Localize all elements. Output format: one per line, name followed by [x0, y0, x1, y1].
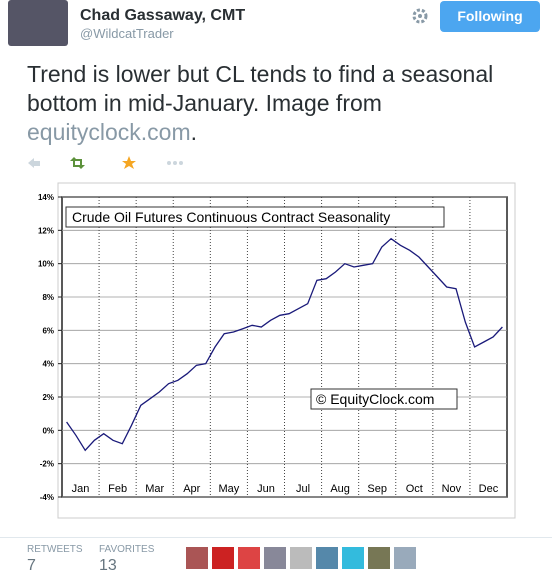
x-tick-label: Nov	[442, 483, 462, 495]
y-tick-label: -4%	[40, 493, 54, 502]
y-tick-label: 0%	[42, 426, 54, 435]
user-name[interactable]: Chad Gassaway, CMT	[80, 7, 246, 24]
y-tick-label: -2%	[40, 460, 54, 469]
avatar[interactable]	[342, 547, 364, 569]
favorite-icon[interactable]	[122, 156, 136, 169]
retweet-icon[interactable]	[70, 157, 85, 169]
x-tick-label: Jan	[72, 483, 90, 495]
y-tick-label: 6%	[42, 326, 54, 335]
avatar[interactable]	[186, 547, 208, 569]
y-tick-label: 8%	[42, 293, 54, 302]
chart: Crude Oil Futures Continuous Contract Se…	[38, 182, 516, 519]
x-tick-label: Jun	[257, 483, 275, 495]
x-tick-label: Dec	[479, 483, 499, 495]
data-line	[66, 237, 503, 452]
text: .	[190, 119, 198, 145]
annotation-box	[310, 388, 458, 410]
avatar[interactable]	[316, 547, 338, 569]
y-tick-label: 14%	[38, 193, 54, 202]
x-tick-label: May	[218, 483, 239, 495]
x-tick-label: Apr	[183, 483, 200, 495]
avatar[interactable]	[290, 547, 312, 569]
y-tick-label: 4%	[42, 360, 54, 369]
retweets-label[interactable]: RETWEETS	[27, 544, 83, 555]
y-tick-label: 2%	[42, 393, 54, 402]
avatar[interactable]	[238, 547, 260, 569]
x-tick-label: Aug	[330, 483, 350, 495]
tweet-text: Trend is lower but CL tends to find a se…	[27, 60, 497, 147]
x-tick-label: Jul	[296, 483, 310, 495]
follow-button[interactable]: Following	[440, 1, 540, 32]
chart-title: Crude Oil Futures Continuous Contract Se…	[72, 209, 390, 225]
x-tick-label: Oct	[406, 483, 423, 495]
annotation: © EquityClock.com	[316, 391, 434, 407]
more-icon[interactable]	[167, 161, 183, 165]
favoriter-avatars	[186, 547, 416, 569]
reply-icon[interactable]	[28, 158, 40, 168]
x-tick-label: Mar	[145, 483, 164, 495]
link[interactable]: equityclock.com	[27, 119, 191, 145]
tweet-actions	[28, 156, 183, 169]
divider	[0, 537, 552, 538]
x-tick-label: Feb	[108, 483, 127, 495]
retweets-count[interactable]: 7	[27, 557, 36, 574]
avatar[interactable]	[368, 547, 390, 569]
settings-icon[interactable]	[411, 7, 429, 25]
text: Trend is lower but CL tends to find a se…	[27, 61, 494, 116]
user-handle[interactable]: @WildcatTrader	[80, 26, 174, 41]
x-tick-label: Sep	[367, 483, 387, 495]
favorites-count[interactable]: 13	[99, 557, 117, 574]
favorites-label[interactable]: FAVORITES	[99, 544, 155, 555]
avatar[interactable]	[264, 547, 286, 569]
avatar[interactable]	[394, 547, 416, 569]
y-tick-label: 12%	[38, 226, 54, 235]
avatar[interactable]	[8, 0, 68, 46]
avatar[interactable]	[212, 547, 234, 569]
title-box	[65, 206, 445, 228]
y-tick-label: 10%	[38, 260, 54, 269]
